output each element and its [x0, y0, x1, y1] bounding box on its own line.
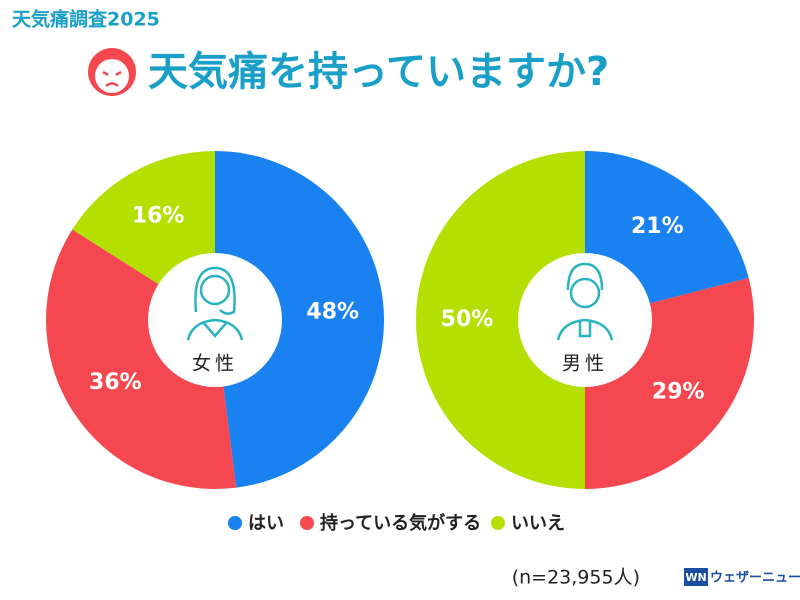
- worried-face-icon: [88, 48, 136, 96]
- brand-name: ウェザーニュース: [710, 571, 800, 586]
- svg-text:WN: WN: [685, 571, 706, 584]
- main-title: 天気痛を持っていますか?: [148, 49, 609, 95]
- value-label: 48%: [306, 300, 359, 325]
- brand-logo: WN: [684, 568, 708, 586]
- chart-title: 女性: [192, 353, 238, 375]
- pie-slice: [416, 151, 585, 489]
- value-label: 36%: [89, 370, 142, 395]
- pie-slice: [215, 151, 385, 488]
- male-icon: [556, 262, 614, 341]
- female-icon: [186, 266, 244, 341]
- value-label: 16%: [132, 204, 185, 229]
- value-label: 29%: [652, 379, 705, 404]
- value-label: 21%: [631, 214, 684, 239]
- pie-slice: [46, 229, 237, 490]
- legend-swatch: [228, 516, 242, 530]
- survey-tag: 天気痛調査2025: [12, 8, 160, 31]
- sample-note: (n=23,955人): [512, 567, 640, 589]
- legend-swatch: [491, 516, 505, 530]
- value-label: 50%: [441, 307, 494, 332]
- legend-label: いいえ: [511, 513, 565, 534]
- legend-swatch: [300, 516, 314, 530]
- chart-title: 男性: [562, 353, 608, 375]
- legend-label: 持っている気がする: [320, 512, 481, 534]
- legend-label: はい: [248, 513, 284, 534]
